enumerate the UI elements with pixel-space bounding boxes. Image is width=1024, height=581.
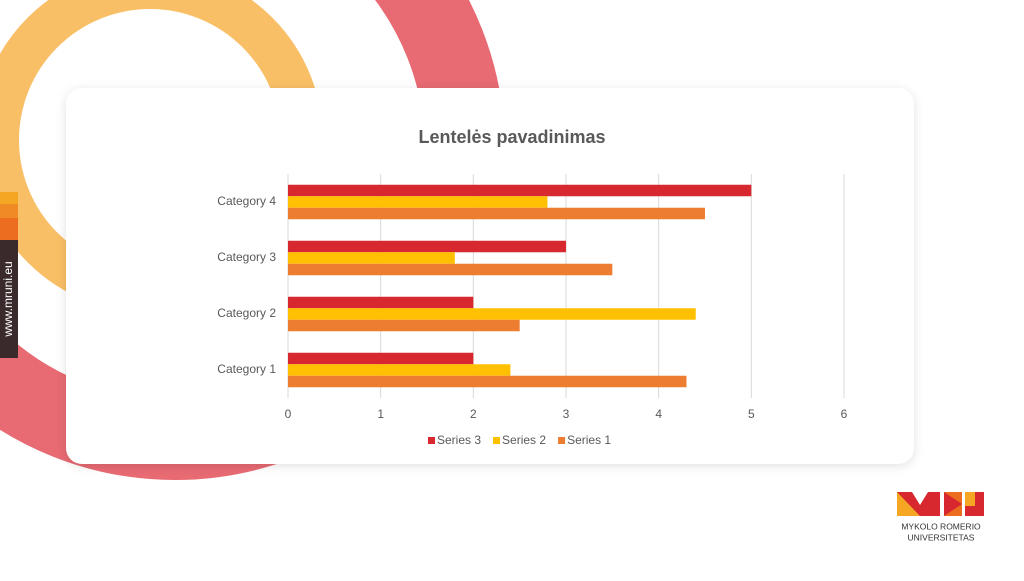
legend-label: Series 1 — [567, 433, 611, 447]
bar — [288, 319, 520, 332]
x-tick-label: 3 — [563, 407, 570, 421]
side-tab: www.mruni.eu — [0, 192, 18, 358]
y-tick-label: Category 2 — [217, 306, 276, 320]
bar — [288, 296, 474, 309]
legend-swatch — [428, 437, 435, 444]
bar — [288, 207, 705, 220]
bar — [288, 352, 474, 365]
x-tick-label: 1 — [377, 407, 384, 421]
bar — [288, 263, 613, 276]
y-tick-label: Category 3 — [217, 250, 276, 264]
legend-swatch — [558, 437, 566, 444]
side-label: www.mruni.eu — [1, 261, 15, 337]
logo: MYKOLO ROMERIO UNIVERSITETAS — [897, 492, 984, 542]
logo-line: UNIVERSITETAS — [908, 532, 975, 542]
legend-label: Series 3 — [437, 433, 481, 447]
chart-title: Lentelės pavadinimas — [418, 127, 605, 147]
bar — [288, 308, 696, 320]
x-tick-label: 2 — [470, 407, 477, 421]
legend-swatch — [493, 437, 501, 444]
legend-label: Series 2 — [502, 433, 546, 447]
y-tick-label: Category 4 — [217, 194, 276, 208]
logo-line: MYKOLO ROMERIO — [901, 521, 981, 531]
bar — [288, 252, 455, 264]
bar — [288, 364, 511, 376]
y-tick-label: Category 1 — [217, 362, 276, 376]
bar — [288, 240, 566, 253]
x-tick-label: 6 — [841, 407, 848, 421]
bar — [288, 196, 548, 208]
x-tick-label: 4 — [655, 407, 662, 421]
bar — [288, 375, 687, 388]
x-tick-label: 5 — [748, 407, 755, 421]
bar — [288, 184, 752, 197]
chart-card — [66, 88, 914, 464]
x-tick-label: 0 — [285, 407, 292, 421]
chart: 0 1 2 3 4 5 6 Category 1 Category 2 Category 3 Cat… — [217, 174, 848, 447]
